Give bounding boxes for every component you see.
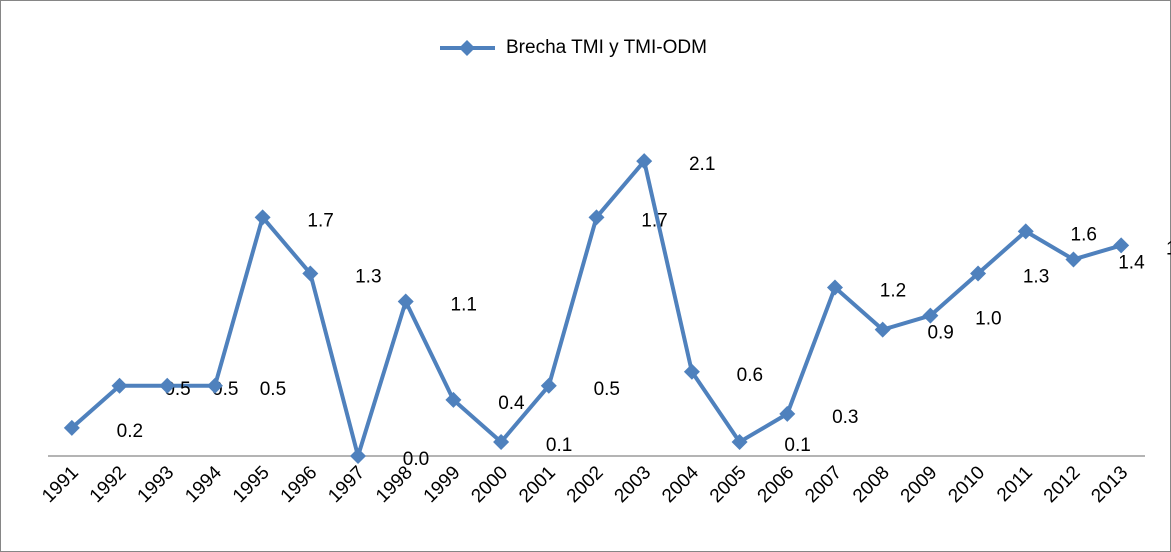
marker (588, 209, 605, 226)
data-label: 2.1 (689, 154, 715, 175)
marker (731, 433, 748, 450)
marker (159, 377, 176, 394)
marker (636, 153, 653, 170)
marker (493, 433, 510, 450)
data-label: 1.3 (1023, 266, 1049, 287)
marker (397, 293, 414, 310)
data-label: 0.4 (498, 393, 525, 414)
marker (63, 419, 80, 436)
legend-marker (459, 40, 475, 56)
marker (826, 279, 843, 296)
marker (445, 391, 462, 408)
marker (874, 321, 891, 338)
data-label: 0.0 (403, 449, 429, 470)
data-label: 0.2 (117, 421, 143, 442)
legend-label: Brecha TMI y TMI-ODM (506, 37, 707, 58)
data-label: 0.3 (832, 407, 858, 428)
marker (302, 265, 319, 282)
marker (970, 265, 987, 282)
marker (779, 405, 796, 422)
data-label: 1.5 (1166, 238, 1171, 259)
marker (254, 209, 271, 226)
data-label: 1.7 (307, 210, 333, 231)
marker (683, 363, 700, 380)
data-label: 1.6 (1071, 224, 1097, 245)
marker (1113, 237, 1130, 254)
marker (922, 307, 939, 324)
data-label: 0.1 (784, 435, 810, 456)
data-label: 1.0 (975, 309, 1001, 330)
data-label: 1.7 (641, 210, 667, 231)
data-label: 1.2 (880, 281, 906, 302)
data-label: 0.5 (260, 379, 286, 400)
data-label: 0.1 (546, 435, 572, 456)
data-label: 0.6 (737, 365, 763, 386)
data-label: 1.3 (355, 266, 381, 287)
data-label: 0.9 (927, 323, 953, 344)
marker (111, 377, 128, 394)
marker (1017, 223, 1034, 240)
marker (206, 377, 223, 394)
marker (1065, 251, 1082, 268)
marker (540, 377, 557, 394)
data-label: 0.5 (594, 379, 620, 400)
marker (350, 448, 367, 464)
data-label: 1.4 (1118, 252, 1145, 273)
data-label: 1.1 (451, 295, 477, 316)
